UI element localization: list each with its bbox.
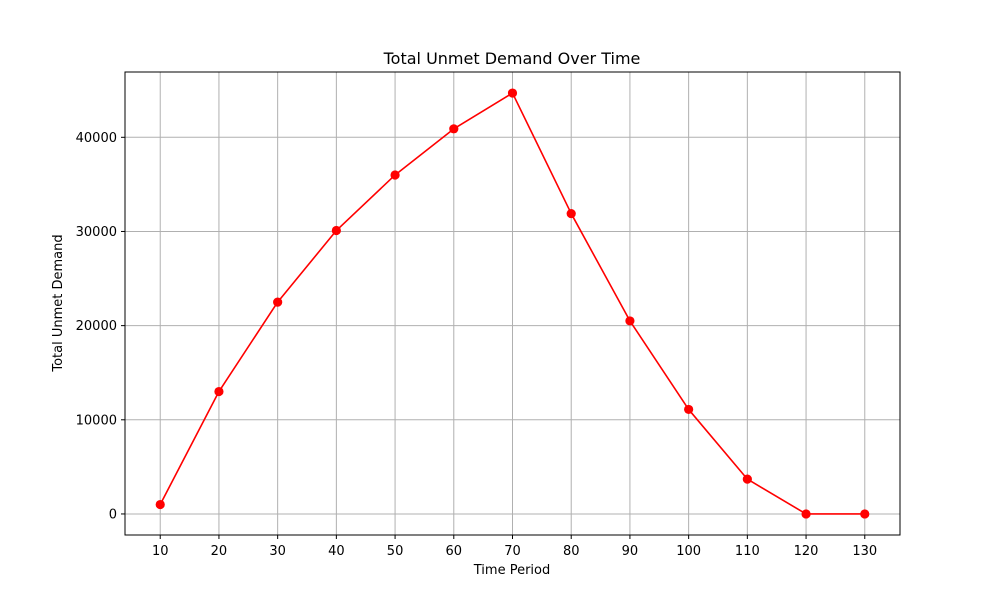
data-point xyxy=(625,316,635,326)
y-tick-label: 0 xyxy=(109,507,117,522)
x-tick-label: 80 xyxy=(563,544,580,559)
data-point xyxy=(214,386,224,397)
y-tick-label: 10000 xyxy=(76,413,117,428)
x-tick-label: 20 xyxy=(211,544,228,559)
x-axis-label: Time Period xyxy=(473,563,550,578)
chart-title: Total Unmet Demand Over Time xyxy=(383,49,641,68)
data-point xyxy=(507,88,518,98)
y-tick-label: 20000 xyxy=(76,319,117,334)
x-tick-label: 100 xyxy=(676,544,701,559)
data-point xyxy=(273,297,283,307)
data-point xyxy=(742,474,752,484)
grid-lines xyxy=(125,72,900,535)
data-point xyxy=(155,499,165,510)
x-tick-label: 30 xyxy=(269,544,286,559)
y-tick-label: 30000 xyxy=(76,225,117,240)
data-point xyxy=(331,225,341,236)
x-tick-label: 120 xyxy=(794,544,819,559)
data-point xyxy=(801,509,811,519)
x-tick-label: 40 xyxy=(328,544,345,559)
x-tick-label: 110 xyxy=(735,544,760,559)
x-tick-label: 130 xyxy=(852,544,877,559)
axis-ticks: 10 20 30 40 50 60 70 80 90 100 110 120 130 0 10000 2000… xyxy=(76,131,878,559)
x-tick-label: 50 xyxy=(387,544,404,559)
data-point xyxy=(860,509,870,519)
data-point xyxy=(684,404,694,415)
x-tick-label: 70 xyxy=(504,544,521,559)
y-tick-label: 40000 xyxy=(76,131,117,146)
x-tick-label: 10 xyxy=(152,544,169,559)
x-tick-label: 90 xyxy=(622,544,639,559)
data-point xyxy=(449,124,459,134)
y-axis-label: Total Unmet Demand xyxy=(51,234,66,372)
x-tick-label: 60 xyxy=(446,544,463,559)
series-layer xyxy=(155,88,870,519)
data-point xyxy=(566,208,576,219)
data-point xyxy=(390,170,400,180)
